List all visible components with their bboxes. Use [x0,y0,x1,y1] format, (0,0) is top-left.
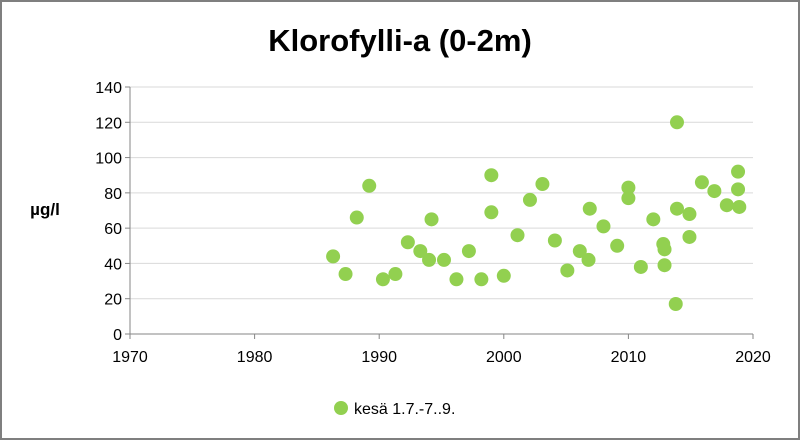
data-points [326,115,747,312]
data-point [422,252,437,267]
y-tick-label: 80 [104,186,122,203]
data-point [400,235,415,250]
data-point [436,252,451,267]
legend-marker [334,401,348,415]
y-tick-label: 120 [95,115,122,132]
data-point [560,263,575,278]
data-point [449,272,464,287]
data-point [694,175,709,190]
y-tick-label: 60 [104,221,122,238]
data-point [484,168,499,183]
data-point [669,115,684,130]
data-point [338,267,353,282]
axes [125,86,754,339]
x-tick-label: 2000 [486,349,522,366]
y-tick-label: 100 [95,151,122,168]
x-tick-label: 1970 [112,349,148,366]
data-point [610,238,625,253]
data-point [682,207,697,222]
x-tick-label: 1990 [361,349,397,366]
y-tick-label: 40 [104,256,122,273]
data-point [646,212,661,227]
data-point [581,252,596,267]
y-tick-label: 20 [104,292,122,309]
x-tick-label: 1980 [237,349,273,366]
data-point [731,164,746,179]
y-tick-label: 0 [113,327,122,344]
y-tick-labels: 0 20 40 60 80 100 120 140 [95,80,122,344]
chart-title: Klorofylli-a (0-2m) [268,23,532,58]
x-tick-label: 2010 [611,349,647,366]
data-point [424,212,439,227]
data-point [375,272,390,287]
data-point [547,233,562,248]
data-point [731,182,746,197]
data-point [621,191,636,206]
data-point [657,242,672,257]
data-point [633,259,648,274]
data-point [388,267,403,282]
data-point [621,180,636,195]
y-axis-label: µg/l [30,200,60,219]
y-tick-label: 140 [95,80,122,97]
data-point [326,249,341,264]
data-point [362,178,377,193]
data-point [682,229,697,244]
data-point [669,201,684,216]
x-tick-label: 2020 [735,349,771,366]
legend-entry: kesä 1.7.-7..9. [354,401,455,418]
data-point [496,268,511,283]
data-point [535,177,550,192]
data-point [510,228,525,243]
data-point [484,205,499,220]
data-point [582,201,597,216]
data-point [732,199,747,214]
x-tick-labels: 1970 1980 1990 2000 2010 2020 [112,349,771,366]
data-point [349,210,364,225]
data-point [461,244,476,259]
data-point [413,244,428,259]
legend: kesä 1.7.-7..9. [334,401,455,418]
data-point [657,258,672,273]
data-point [707,184,722,199]
data-point [668,297,683,312]
data-point [522,192,537,207]
data-point [572,244,587,259]
data-point [719,198,734,213]
data-point [596,219,611,234]
data-point [474,272,489,287]
gridlines [130,86,753,300]
